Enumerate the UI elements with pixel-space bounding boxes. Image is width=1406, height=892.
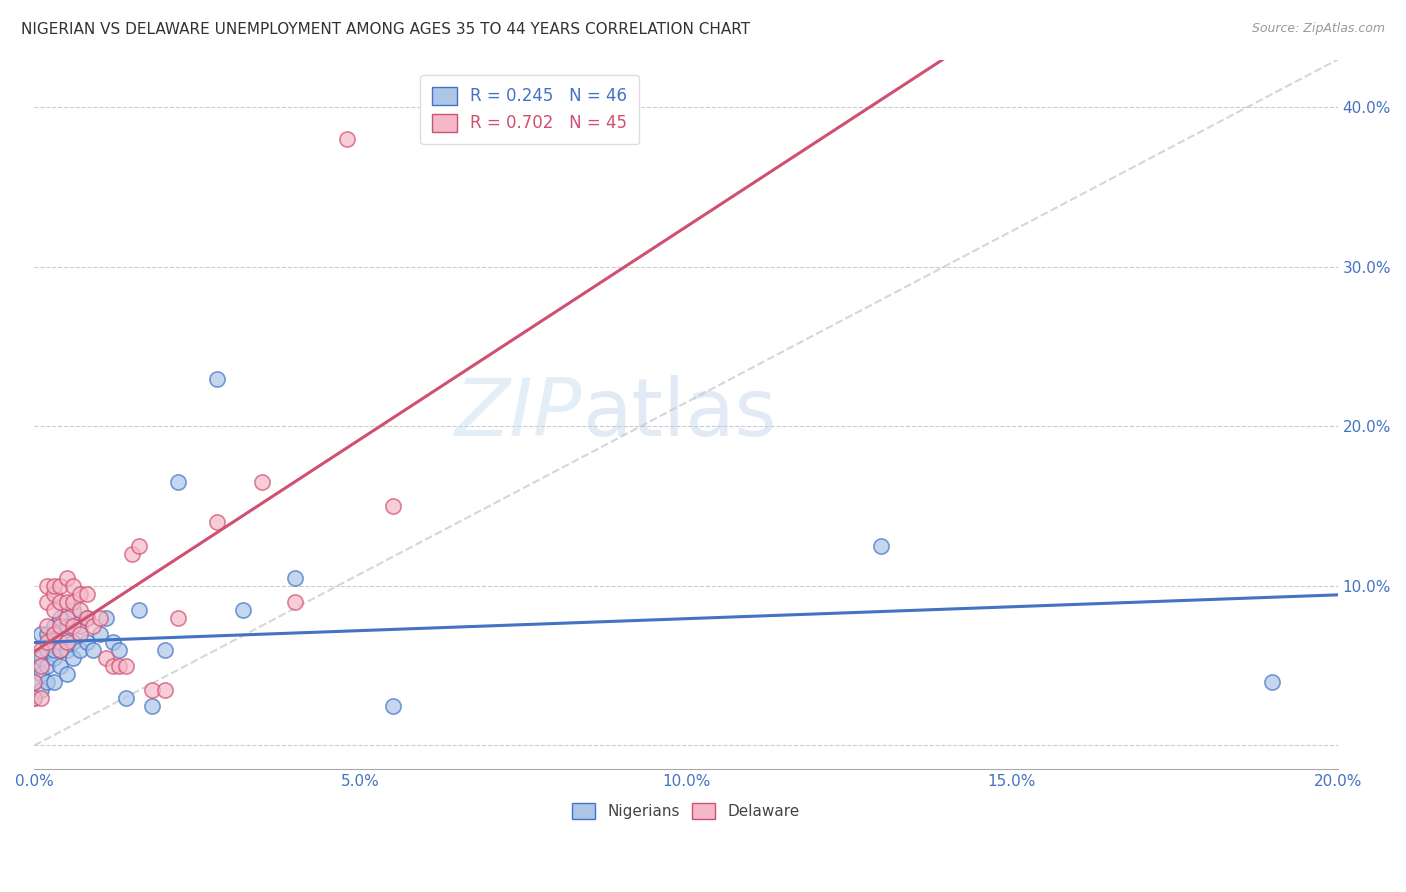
Point <box>284 595 307 609</box>
Point <box>76 611 98 625</box>
Point <box>42 642 65 657</box>
Point <box>166 611 188 625</box>
Point <box>82 642 104 657</box>
Point <box>22 690 45 705</box>
Point <box>49 579 72 593</box>
Point <box>30 690 52 705</box>
Point <box>82 619 104 633</box>
Point <box>49 611 72 625</box>
Point <box>49 642 72 657</box>
Point <box>62 634 84 648</box>
Text: ZIP: ZIP <box>454 376 582 453</box>
Point <box>30 642 52 657</box>
Point <box>42 650 65 665</box>
Point <box>69 619 91 633</box>
Point <box>128 539 150 553</box>
Point <box>69 603 91 617</box>
Point <box>141 698 163 713</box>
Point <box>108 658 131 673</box>
Point <box>205 371 228 385</box>
Point <box>336 132 359 146</box>
Point <box>62 579 84 593</box>
Point <box>76 611 98 625</box>
Point <box>128 603 150 617</box>
Point <box>42 619 65 633</box>
Point <box>42 603 65 617</box>
Point <box>69 587 91 601</box>
Legend: Nigerians, Delaware: Nigerians, Delaware <box>567 797 806 825</box>
Point <box>49 642 72 657</box>
Point <box>153 682 176 697</box>
Text: NIGERIAN VS DELAWARE UNEMPLOYMENT AMONG AGES 35 TO 44 YEARS CORRELATION CHART: NIGERIAN VS DELAWARE UNEMPLOYMENT AMONG … <box>21 22 751 37</box>
Point <box>56 634 79 648</box>
Point <box>62 603 84 617</box>
Point <box>114 690 136 705</box>
Point <box>42 579 65 593</box>
Point <box>62 650 84 665</box>
Point <box>101 634 124 648</box>
Point <box>30 658 52 673</box>
Point <box>37 642 59 657</box>
Point <box>108 642 131 657</box>
Point <box>76 634 98 648</box>
Point <box>42 626 65 640</box>
Point <box>141 682 163 697</box>
Point <box>94 611 117 625</box>
Point <box>56 571 79 585</box>
Point <box>101 658 124 673</box>
Point <box>56 611 79 625</box>
Point <box>114 658 136 673</box>
Point <box>284 571 307 585</box>
Point <box>62 619 84 633</box>
Point <box>37 626 59 640</box>
Point <box>30 650 52 665</box>
Point <box>22 674 45 689</box>
Point <box>37 579 59 593</box>
Point <box>49 619 72 633</box>
Point <box>69 642 91 657</box>
Point <box>49 634 72 648</box>
Point <box>381 499 404 513</box>
Point <box>49 658 72 673</box>
Point <box>37 658 59 673</box>
Point <box>1261 674 1284 689</box>
Point <box>232 603 254 617</box>
Point <box>76 587 98 601</box>
Point <box>89 626 111 640</box>
Point <box>62 595 84 609</box>
Point <box>56 666 79 681</box>
Point <box>252 475 274 490</box>
Point <box>42 674 65 689</box>
Point <box>121 547 143 561</box>
Point <box>30 682 52 697</box>
Text: atlas: atlas <box>582 376 776 453</box>
Point <box>42 626 65 640</box>
Point <box>49 595 72 609</box>
Point <box>89 611 111 625</box>
Point <box>30 626 52 640</box>
Point <box>37 619 59 633</box>
Point <box>56 595 79 609</box>
Point <box>870 539 893 553</box>
Point <box>381 698 404 713</box>
Point <box>30 666 52 681</box>
Point <box>37 674 59 689</box>
Point <box>37 595 59 609</box>
Point <box>22 658 45 673</box>
Point <box>166 475 188 490</box>
Point <box>153 642 176 657</box>
Point <box>94 650 117 665</box>
Point <box>22 674 45 689</box>
Point <box>205 515 228 529</box>
Point <box>56 619 79 633</box>
Point <box>56 642 79 657</box>
Point <box>22 690 45 705</box>
Point <box>42 587 65 601</box>
Point <box>37 634 59 648</box>
Text: Source: ZipAtlas.com: Source: ZipAtlas.com <box>1251 22 1385 36</box>
Point <box>69 626 91 640</box>
